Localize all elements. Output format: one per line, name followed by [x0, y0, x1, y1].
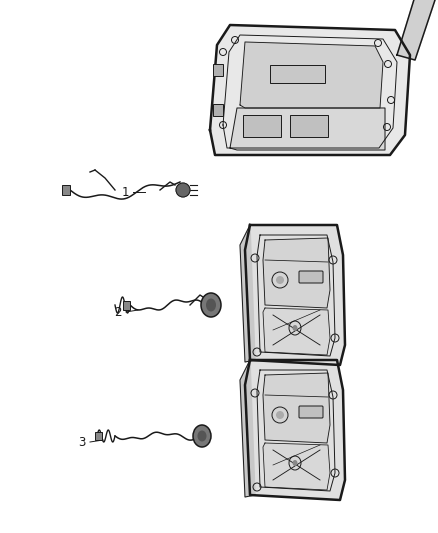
FancyBboxPatch shape	[270, 65, 325, 83]
FancyBboxPatch shape	[213, 64, 223, 76]
Circle shape	[176, 183, 190, 197]
Ellipse shape	[193, 425, 211, 447]
Polygon shape	[263, 238, 330, 308]
FancyBboxPatch shape	[290, 115, 328, 137]
FancyBboxPatch shape	[213, 104, 223, 116]
Circle shape	[276, 276, 284, 284]
Ellipse shape	[206, 298, 216, 311]
FancyBboxPatch shape	[299, 271, 323, 283]
Polygon shape	[263, 373, 330, 443]
Ellipse shape	[293, 460, 297, 466]
Polygon shape	[397, 0, 435, 60]
Polygon shape	[210, 25, 410, 155]
Ellipse shape	[201, 293, 221, 317]
Text: 2: 2	[114, 305, 122, 319]
Text: 3: 3	[78, 435, 86, 448]
Ellipse shape	[293, 325, 297, 331]
Polygon shape	[240, 42, 383, 108]
FancyBboxPatch shape	[95, 432, 102, 440]
FancyBboxPatch shape	[62, 185, 70, 195]
FancyBboxPatch shape	[123, 301, 130, 310]
FancyBboxPatch shape	[243, 115, 281, 137]
Circle shape	[276, 411, 284, 419]
Polygon shape	[240, 360, 255, 497]
Ellipse shape	[198, 431, 206, 441]
Polygon shape	[245, 225, 345, 365]
Polygon shape	[245, 360, 345, 500]
FancyBboxPatch shape	[299, 406, 323, 418]
Text: 1: 1	[121, 185, 129, 198]
Polygon shape	[263, 308, 330, 355]
Polygon shape	[230, 108, 385, 150]
Polygon shape	[263, 443, 330, 490]
Polygon shape	[240, 225, 255, 362]
